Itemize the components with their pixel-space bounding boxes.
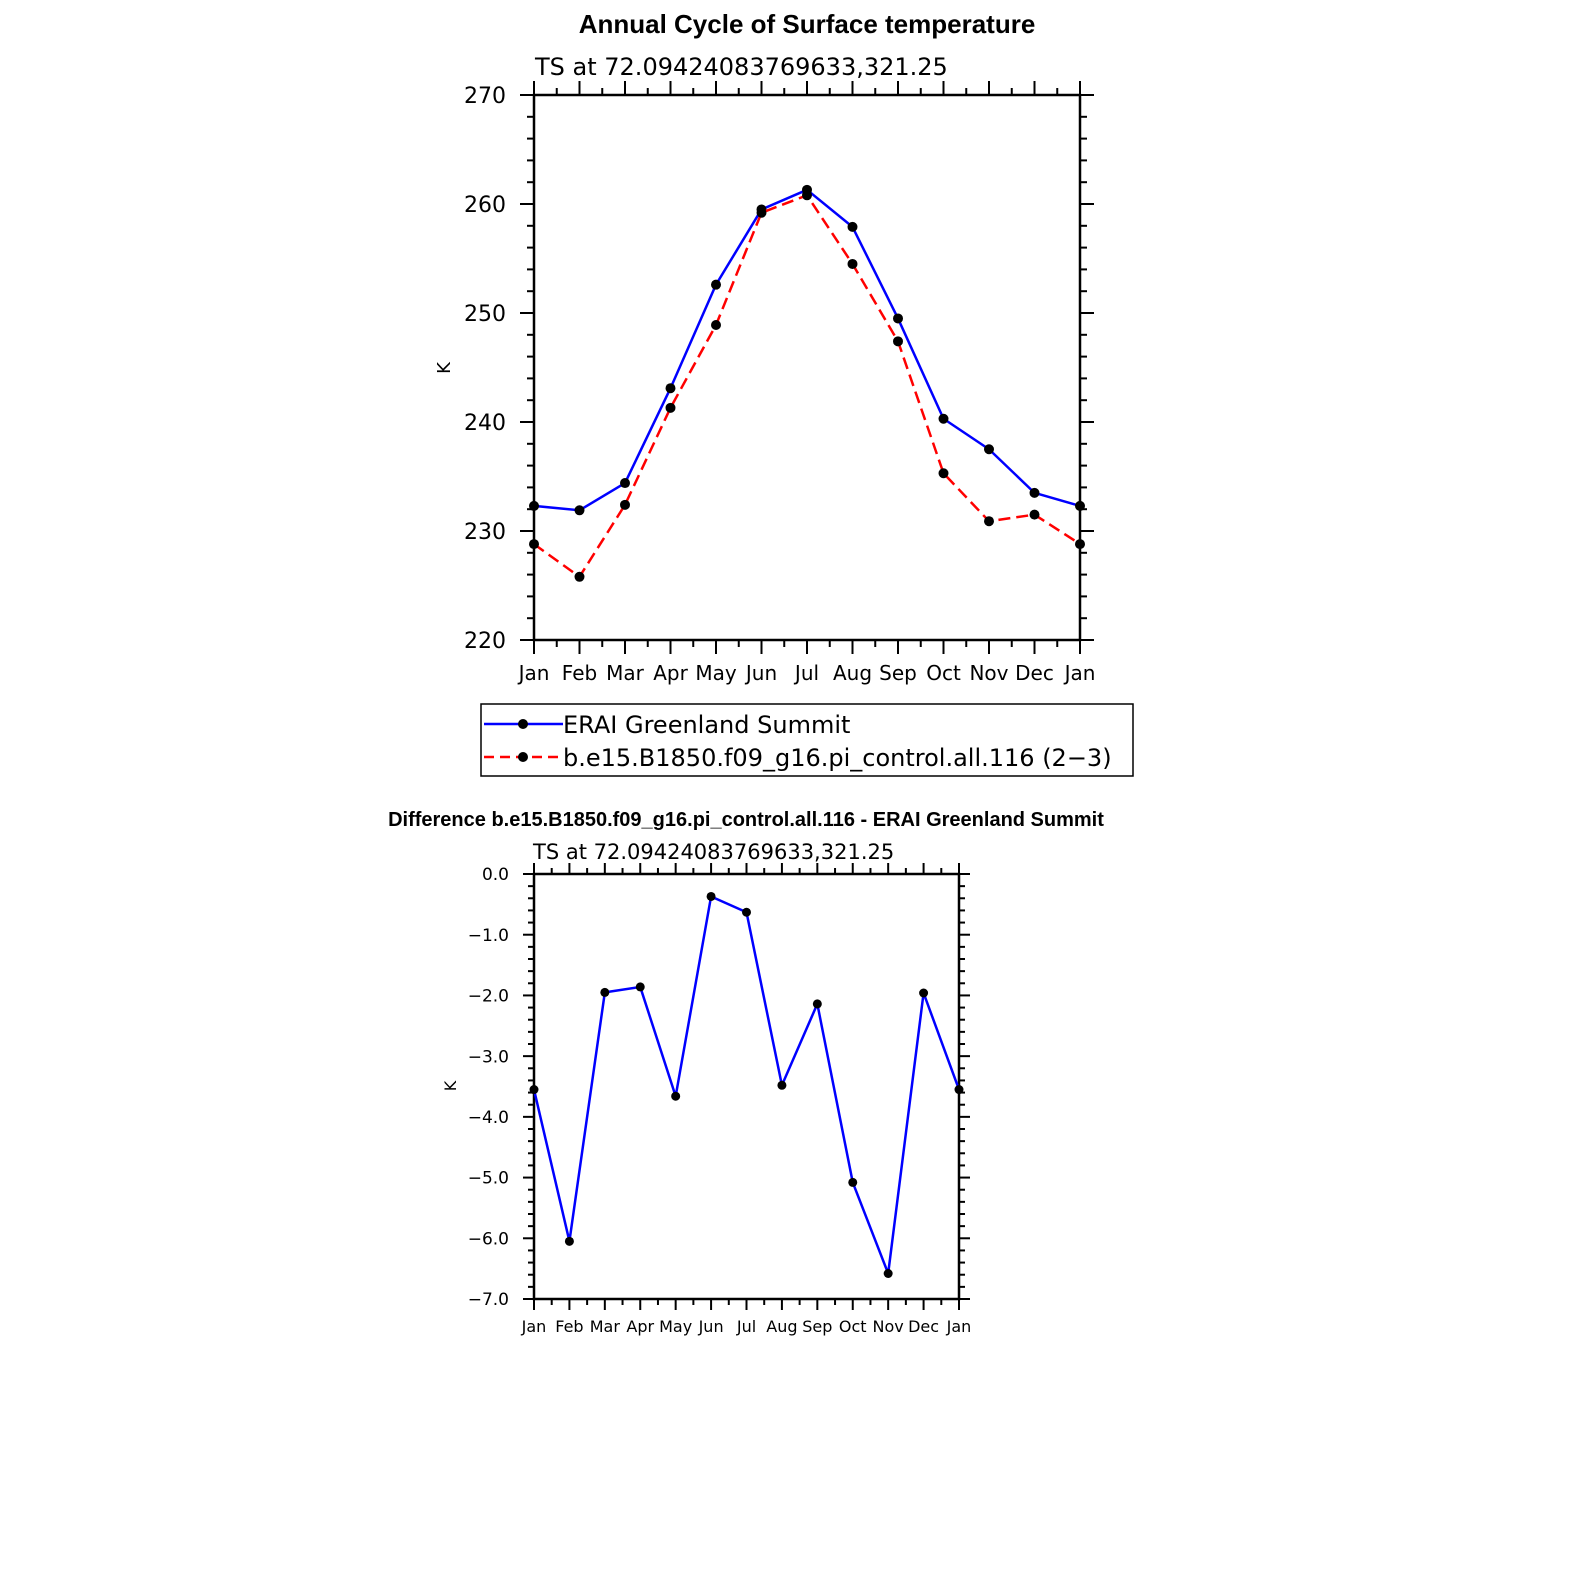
- data-point-series-0: [847, 221, 858, 232]
- x-tick-label: Oct: [839, 1317, 867, 1336]
- legend-marker-erai: [518, 719, 528, 729]
- data-point-series-0: [635, 982, 645, 992]
- data-point-series-1: [665, 402, 676, 413]
- y-tick-label: −5.0: [468, 1169, 509, 1189]
- data-point-series-0: [1029, 487, 1040, 498]
- y-tick-label: −3.0: [468, 1047, 509, 1067]
- y-tick-label: −7.0: [468, 1290, 509, 1310]
- data-point-series-1: [893, 336, 903, 347]
- difference-plot: 0.0 −1.0 −2.0 −3.0 −4.0 −5.0 −6.0 −7.0 Jan Feb Mar…: [468, 863, 972, 1336]
- data-point-series-0: [742, 907, 751, 917]
- y-tick-label: 270: [464, 84, 506, 109]
- data-point-series-0: [600, 987, 610, 997]
- x-tick-label: Aug: [766, 1317, 797, 1336]
- chart-title: Annual Cycle of Surface temperature: [579, 9, 1036, 39]
- diff-chart-title: Difference b.e15.B1850.f09_g16.pi_contro…: [388, 809, 1104, 831]
- data-point-series-1: [847, 258, 858, 269]
- x-tick-label: Apr: [653, 661, 688, 685]
- data-point-series-1: [938, 468, 949, 479]
- data-point-series-1: [574, 571, 585, 582]
- data-point-series-0: [919, 988, 929, 998]
- x-tick-label: Mar: [606, 661, 645, 685]
- x-tick-label: Nov: [873, 1317, 904, 1336]
- x-tick-label: Sep: [879, 661, 917, 685]
- data-point-series-0: [529, 1085, 539, 1095]
- x-tick-label: May: [659, 1317, 692, 1336]
- x-tick-label: Jun: [744, 661, 777, 685]
- x-tick-label: Aug: [833, 661, 872, 685]
- x-tick-label: Jan: [1063, 661, 1096, 685]
- x-tick-label: Mar: [590, 1317, 621, 1336]
- x-tick-label: Nov: [969, 661, 1008, 685]
- legend: ERAI Greenland Summit b.e15.B1850.f09_g1…: [480, 703, 1134, 777]
- y-tick-label: −2.0: [468, 987, 509, 1007]
- legend-label-model: b.e15.B1850.f09_g16.pi_control.all.116 (…: [563, 744, 1112, 772]
- x-tick-label: Jul: [736, 1317, 756, 1336]
- data-point-series-1: [529, 539, 539, 550]
- y-tick-label: 0.0: [482, 865, 509, 885]
- data-point-series-0: [883, 1269, 893, 1278]
- data-point-series-0: [671, 1091, 681, 1101]
- data-point-series-0: [529, 500, 539, 511]
- x-tick-label: May: [695, 661, 737, 685]
- data-point-series-0: [574, 505, 585, 516]
- x-tick-label: Jul: [793, 661, 819, 685]
- y-tick-label: −6.0: [468, 1229, 509, 1249]
- y-tick-label: −1.0: [468, 926, 509, 946]
- legend-box: [480, 703, 1134, 777]
- diff-chart-subtitle: TS at 72.09424083769633,321.25: [532, 840, 894, 864]
- y-tick-label: 240: [464, 411, 506, 436]
- data-point-series-0: [812, 999, 822, 1009]
- data-point-series-0: [954, 1085, 964, 1095]
- plot-frame: [532, 93, 1082, 642]
- data-point-series-0: [777, 1080, 787, 1090]
- diff-y-axis-label: K: [441, 1080, 460, 1091]
- annual-cycle-plot: 270 260 250 240 230 220 Jan Feb Mar Apr May Jun Jul A…: [464, 81, 1095, 685]
- legend-label-erai: ERAI Greenland Summit: [563, 711, 850, 739]
- y-tick-label: 220: [464, 629, 506, 654]
- x-tick-label: Apr: [626, 1317, 654, 1336]
- chart-subtitle: TS at 72.09424083769633,321.25: [534, 53, 948, 81]
- x-tick-label: Oct: [926, 661, 961, 685]
- y-tick-label: 230: [464, 520, 506, 545]
- x-tick-label: Dec: [1015, 661, 1054, 685]
- data-point-series-0: [564, 1236, 574, 1246]
- x-tick-label: Jan: [517, 661, 550, 685]
- x-tick-label: Dec: [908, 1317, 939, 1336]
- x-tick-label: Feb: [562, 661, 597, 685]
- plot-frame: [532, 872, 961, 1301]
- data-point-series-0: [938, 413, 949, 424]
- y-tick-label: 250: [464, 302, 506, 327]
- data-point-series-1: [1029, 509, 1040, 520]
- x-tick-label: Sep: [802, 1317, 832, 1336]
- x-tick-label: Feb: [555, 1317, 583, 1336]
- data-point-series-0: [711, 279, 721, 290]
- series-line-1: [533, 194, 1081, 579]
- y-axis-label: K: [434, 361, 455, 374]
- series-line-0: [532, 895, 961, 1275]
- series-line-0: [533, 188, 1081, 512]
- x-tick-label: Jan: [946, 1317, 972, 1336]
- y-tick-label: 260: [464, 193, 506, 218]
- data-point-series-1: [756, 207, 767, 218]
- legend-marker-model: [518, 752, 528, 762]
- y-tick-label: −4.0: [468, 1108, 509, 1128]
- data-point-series-1: [1075, 539, 1085, 550]
- data-point-series-1: [711, 319, 721, 330]
- data-point-series-0: [620, 478, 630, 489]
- data-point-series-0: [893, 313, 903, 324]
- data-point-series-0: [665, 383, 676, 394]
- data-point-series-0: [1075, 500, 1085, 511]
- data-point-series-1: [984, 516, 994, 527]
- data-point-series-0: [706, 891, 716, 901]
- data-point-series-0: [848, 1177, 858, 1187]
- data-point-series-1: [620, 499, 630, 510]
- x-tick-label: Jan: [521, 1317, 547, 1336]
- x-tick-label: Jun: [698, 1317, 724, 1336]
- data-point-series-1: [802, 190, 812, 201]
- data-point-series-0: [984, 444, 994, 455]
